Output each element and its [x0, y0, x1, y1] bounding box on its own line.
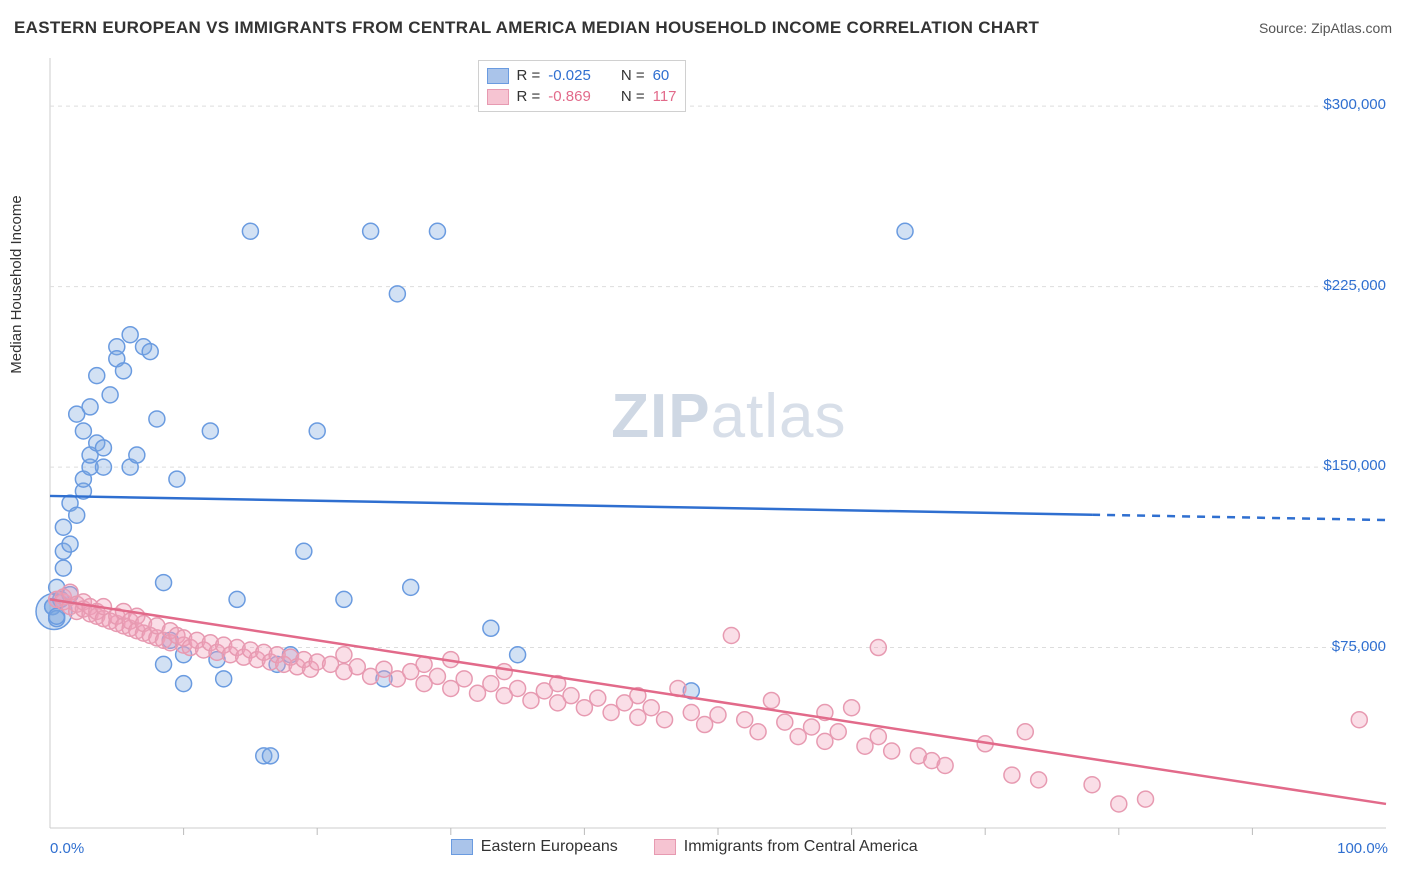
- n-value: 60: [653, 65, 670, 86]
- legend-swatch-icon: [451, 839, 473, 855]
- n-label: N =: [621, 65, 645, 86]
- stats-row: R = -0.025 N = 60: [487, 65, 677, 86]
- r-value: -0.869: [548, 86, 591, 107]
- r-label: R =: [517, 65, 541, 86]
- stats-legend: R = -0.025 N = 60 R = -0.869 N = 117: [478, 60, 686, 112]
- x-tick-label: 100.0%: [1337, 840, 1388, 857]
- legend-label: Eastern Europeans: [481, 838, 618, 856]
- r-value: -0.025: [548, 65, 591, 86]
- legend-swatch-icon: [487, 68, 509, 84]
- legend-item: Immigrants from Central America: [654, 838, 918, 856]
- x-tick-label: 0.0%: [50, 840, 84, 857]
- y-tick-label: $75,000: [1332, 638, 1386, 655]
- n-value: 117: [653, 86, 677, 107]
- y-tick-label: $225,000: [1323, 277, 1386, 294]
- legend-swatch-icon: [487, 89, 509, 105]
- r-label: R =: [517, 86, 541, 107]
- source-label: Source: ZipAtlas.com: [1259, 20, 1392, 36]
- page-title: EASTERN EUROPEAN VS IMMIGRANTS FROM CENT…: [14, 18, 1039, 38]
- n-label: N =: [621, 86, 645, 107]
- stats-row: R = -0.869 N = 117: [487, 86, 677, 107]
- legend-label: Immigrants from Central America: [684, 838, 918, 856]
- legend-swatch-icon: [654, 839, 676, 855]
- chart-container: Median Household Income ZIPatlas R = -0.…: [0, 48, 1406, 878]
- y-tick-label: $150,000: [1323, 457, 1386, 474]
- scatter-chart: [0, 48, 1406, 878]
- legend-item: Eastern Europeans: [451, 838, 618, 856]
- series-legend: Eastern Europeans Immigrants from Central…: [451, 838, 918, 856]
- y-tick-label: $300,000: [1323, 96, 1386, 113]
